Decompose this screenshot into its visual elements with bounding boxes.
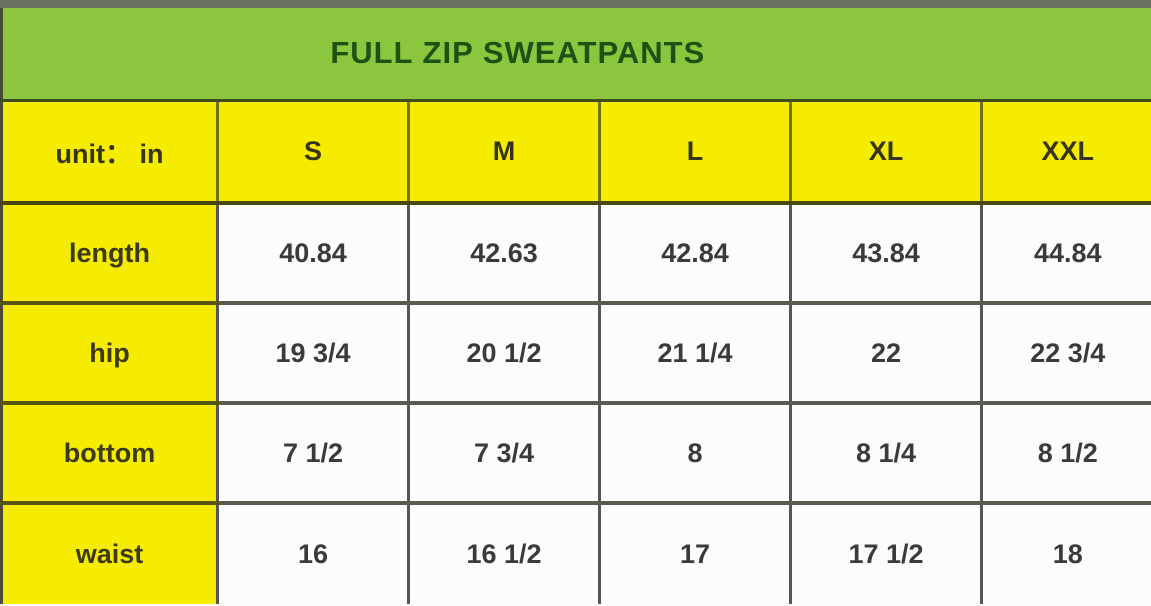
value-cell: 16 bbox=[216, 501, 409, 604]
value-cell: 20 1/2 bbox=[407, 301, 600, 403]
chart-title-cell: FULL ZIP SWEATPANTS bbox=[1, 8, 1151, 102]
col-header-l: L bbox=[598, 100, 791, 205]
value-cell: 7 1/2 bbox=[216, 401, 409, 503]
value-cell: 21 1/4 bbox=[598, 301, 791, 403]
value-cell: 7 3/4 bbox=[407, 401, 600, 503]
row-bottom: bottom 7 1/2 7 3/4 8 8 1/4 8 1/2 bbox=[1, 401, 1151, 503]
value-cell: 16 1/2 bbox=[407, 501, 600, 604]
row-label-length: length bbox=[1, 203, 218, 303]
top-border-bar bbox=[0, 0, 1151, 8]
value-cell: 40.84 bbox=[216, 203, 409, 303]
size-chart-table: FULL ZIP SWEATPANTS unit： in S M L XL XX… bbox=[0, 8, 1151, 604]
row-label-waist: waist bbox=[1, 501, 218, 604]
value-cell: 17 bbox=[598, 501, 791, 604]
value-cell: 42.63 bbox=[407, 203, 600, 303]
value-cell: 43.84 bbox=[789, 203, 982, 303]
value-cell: 22 bbox=[789, 301, 982, 403]
chart-title: FULL ZIP SWEATPANTS bbox=[330, 35, 706, 71]
value-cell: 22 3/4 bbox=[979, 301, 1151, 403]
value-cell: 42.84 bbox=[598, 203, 791, 303]
value-cell: 8 1/2 bbox=[979, 401, 1151, 503]
row-hip: hip 19 3/4 20 1/2 21 1/4 22 22 3/4 bbox=[1, 301, 1151, 403]
title-row: FULL ZIP SWEATPANTS bbox=[1, 8, 1151, 102]
col-header-m: M bbox=[407, 100, 600, 205]
value-cell: 8 bbox=[598, 401, 791, 503]
col-header-s: S bbox=[216, 100, 409, 205]
row-length: length 40.84 42.63 42.84 43.84 44.84 bbox=[1, 203, 1151, 303]
value-cell: 8 1/4 bbox=[789, 401, 982, 503]
value-cell: 18 bbox=[979, 501, 1151, 604]
unit-cell: unit： in bbox=[1, 100, 218, 205]
value-cell: 17 1/2 bbox=[789, 501, 982, 604]
size-header-row: unit： in S M L XL XXL bbox=[1, 100, 1151, 205]
col-header-xl: XL bbox=[789, 100, 982, 205]
col-header-xxl: XXL bbox=[979, 100, 1151, 205]
row-label-hip: hip bbox=[1, 301, 218, 403]
row-waist: waist 16 16 1/2 17 17 1/2 18 bbox=[1, 501, 1151, 604]
value-cell: 44.84 bbox=[979, 203, 1151, 303]
value-cell: 19 3/4 bbox=[216, 301, 409, 403]
row-label-bottom: bottom bbox=[1, 401, 218, 503]
